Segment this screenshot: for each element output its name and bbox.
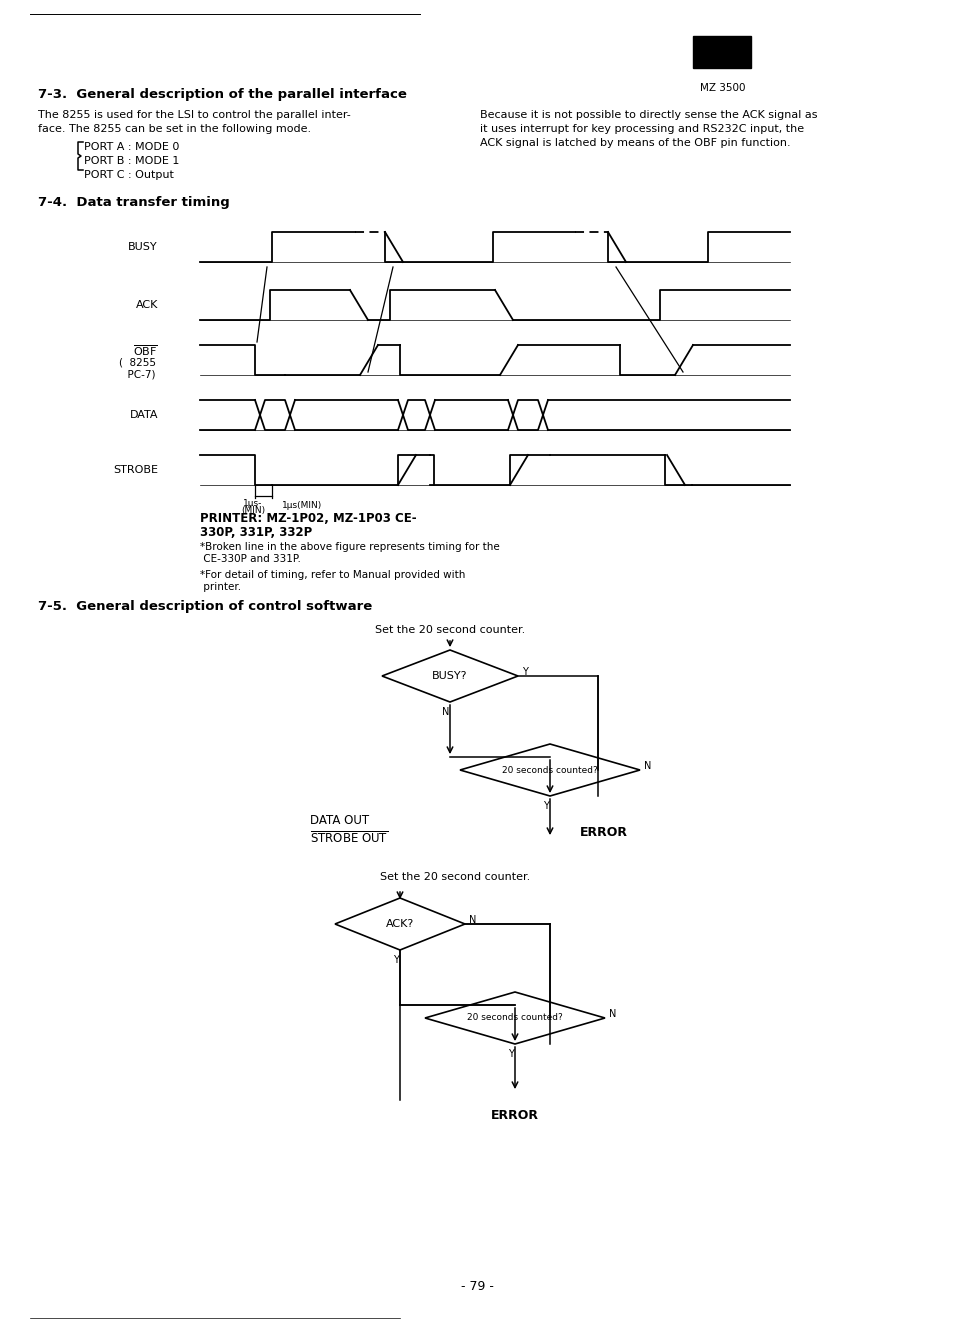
Text: Set the 20 second counter.: Set the 20 second counter. <box>375 625 524 636</box>
Text: N: N <box>469 915 476 925</box>
Text: N: N <box>442 707 449 717</box>
Text: PC-7): PC-7) <box>121 369 156 380</box>
Text: ERROR: ERROR <box>491 1109 538 1122</box>
Text: 7-4.  Data transfer timing: 7-4. Data transfer timing <box>38 196 230 209</box>
Text: (  8255: ( 8255 <box>119 357 156 367</box>
Text: PORT A : MODE 0: PORT A : MODE 0 <box>84 142 179 152</box>
Text: ACK signal is latched by means of the OBF pin function.: ACK signal is latched by means of the OB… <box>479 138 790 148</box>
Text: DATA: DATA <box>130 410 158 420</box>
Text: 1μs-: 1μs- <box>243 499 262 508</box>
Text: DATA OUT: DATA OUT <box>310 814 369 826</box>
Text: MZ 3500: MZ 3500 <box>700 83 744 93</box>
Text: Y: Y <box>508 1049 514 1059</box>
Text: PORT B : MODE 1: PORT B : MODE 1 <box>84 156 179 166</box>
Text: $\overline{\rm STROBE\ OUT}$: $\overline{\rm STROBE\ OUT}$ <box>310 830 388 846</box>
Text: Y: Y <box>521 666 527 677</box>
Text: Because it is not possible to directly sense the ACK signal as: Because it is not possible to directly s… <box>479 110 817 119</box>
Text: 20 seconds counted?: 20 seconds counted? <box>467 1014 562 1022</box>
Text: (MIN): (MIN) <box>241 506 265 515</box>
Text: Y: Y <box>393 955 398 966</box>
Text: PRINTER: MZ-1P02, MZ-1P03 CE-: PRINTER: MZ-1P02, MZ-1P03 CE- <box>200 512 416 524</box>
Bar <box>692 36 750 68</box>
Text: - 79 -: - 79 - <box>460 1281 493 1293</box>
Text: 330P, 331P, 332P: 330P, 331P, 332P <box>200 526 312 539</box>
Text: ACK: ACK <box>135 300 158 310</box>
Text: printer.: printer. <box>200 582 241 591</box>
Text: face. The 8255 can be set in the following mode.: face. The 8255 can be set in the followi… <box>38 123 311 134</box>
Text: 20 seconds counted?: 20 seconds counted? <box>501 766 598 775</box>
Text: ACK?: ACK? <box>385 919 414 929</box>
Text: BUSY?: BUSY? <box>432 670 467 681</box>
Text: Set the 20 second counter.: Set the 20 second counter. <box>379 872 530 882</box>
Text: it uses interrupt for key processing and RS232C input, the: it uses interrupt for key processing and… <box>479 123 803 134</box>
Text: *For detail of timing, refer to Manual provided with: *For detail of timing, refer to Manual p… <box>200 570 465 581</box>
Text: $\overline{\rm OBF}$: $\overline{\rm OBF}$ <box>133 343 158 358</box>
Text: The 8255 is used for the LSI to control the parallel inter-: The 8255 is used for the LSI to control … <box>38 110 351 119</box>
Text: STROBE: STROBE <box>112 465 158 475</box>
Text: N: N <box>608 1008 616 1019</box>
Text: Y: Y <box>542 801 548 811</box>
Text: *Broken line in the above figure represents timing for the: *Broken line in the above figure represe… <box>200 542 499 552</box>
Text: 7-3.  General description of the parallel interface: 7-3. General description of the parallel… <box>38 89 406 101</box>
Text: 1μs(MIN): 1μs(MIN) <box>281 502 322 510</box>
Text: BUSY: BUSY <box>129 241 158 252</box>
Text: ERROR: ERROR <box>579 826 627 838</box>
Text: PORT C : Output: PORT C : Output <box>84 170 173 180</box>
Text: 7-5.  General description of control software: 7-5. General description of control soft… <box>38 599 372 613</box>
Text: N: N <box>643 760 651 771</box>
Text: CE-330P and 331P.: CE-330P and 331P. <box>200 554 300 565</box>
